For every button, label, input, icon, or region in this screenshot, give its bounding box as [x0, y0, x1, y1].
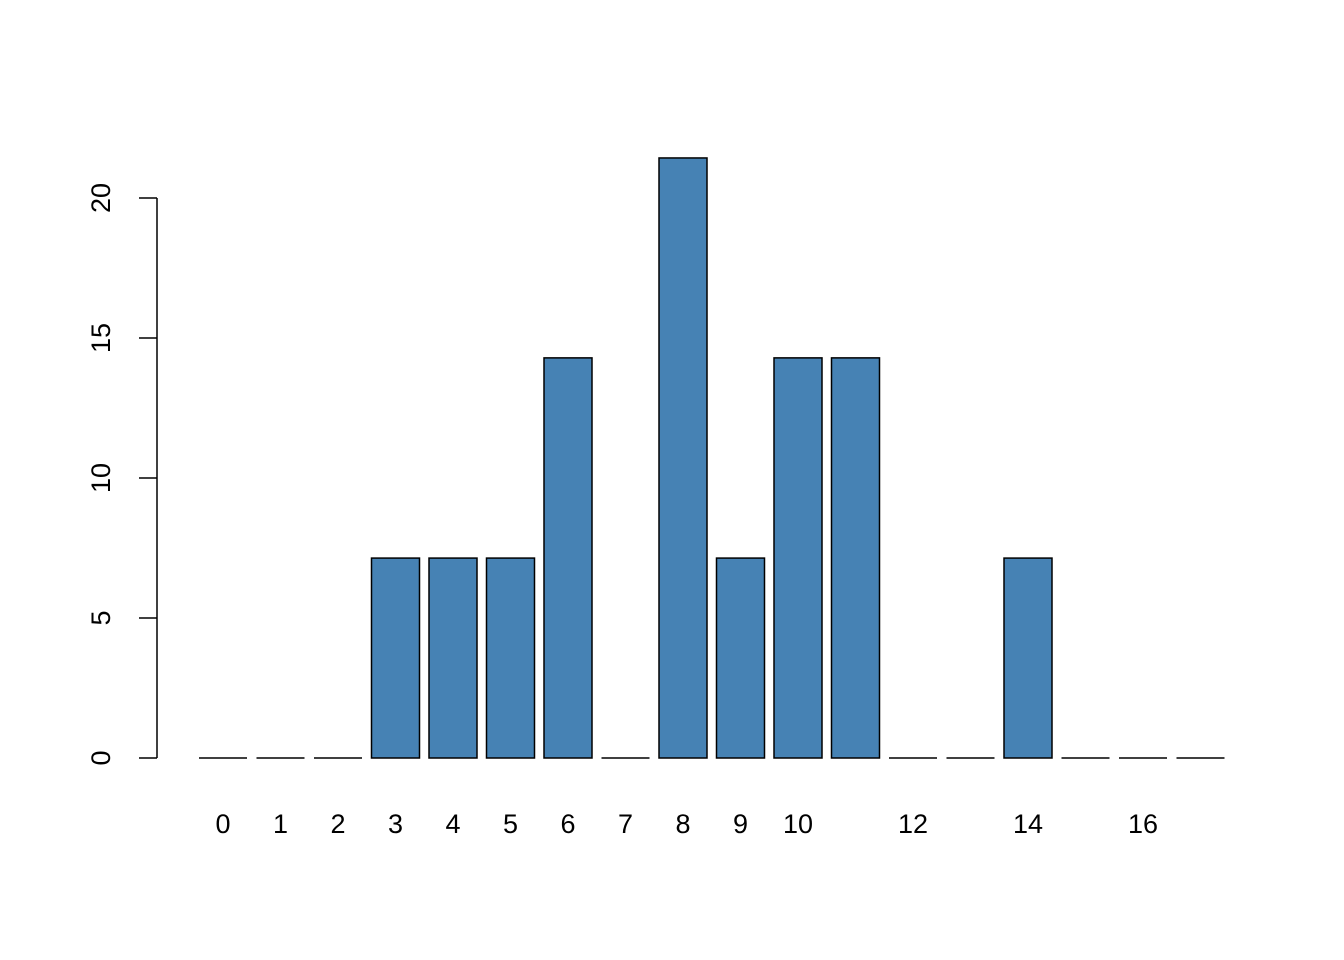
x-axis-labels: 0 1 2 3 4 5 6 7 8 9 10 12 14 16: [215, 809, 1158, 839]
x-tick-label: 3: [388, 809, 403, 839]
bar-9: [715, 557, 766, 759]
x-tick-label: 5: [503, 809, 518, 839]
bar-6: [543, 357, 593, 759]
y-tick-label: 10: [86, 463, 116, 493]
x-tick-label: 0: [215, 809, 230, 839]
y-tick-label: 0: [86, 750, 116, 765]
x-tick-label: 1: [273, 809, 288, 839]
bar-4: [428, 557, 478, 759]
bar-11: [830, 357, 881, 759]
x-tick-label: 2: [330, 809, 345, 839]
bar-14: [1003, 557, 1053, 759]
y-axis: 0 5 10 15 20: [86, 183, 158, 766]
bar-8: [658, 157, 708, 759]
bars-group: [199, 157, 1225, 759]
x-tick-label: 6: [560, 809, 575, 839]
y-tick-label: 15: [86, 323, 116, 353]
x-tick-label: 16: [1128, 809, 1158, 839]
bar-3: [370, 557, 421, 759]
x-tick-label: 9: [733, 809, 748, 839]
y-tick-label: 5: [86, 610, 116, 625]
y-tick-label: 20: [86, 183, 116, 213]
x-tick-label: 14: [1013, 809, 1043, 839]
x-tick-label: 4: [445, 809, 460, 839]
x-tick-label: 8: [675, 809, 690, 839]
x-tick-label: 10: [783, 809, 813, 839]
bar-5: [485, 557, 536, 759]
x-tick-label: 7: [618, 809, 633, 839]
x-tick-label: 12: [898, 809, 928, 839]
bar-10: [773, 357, 823, 759]
